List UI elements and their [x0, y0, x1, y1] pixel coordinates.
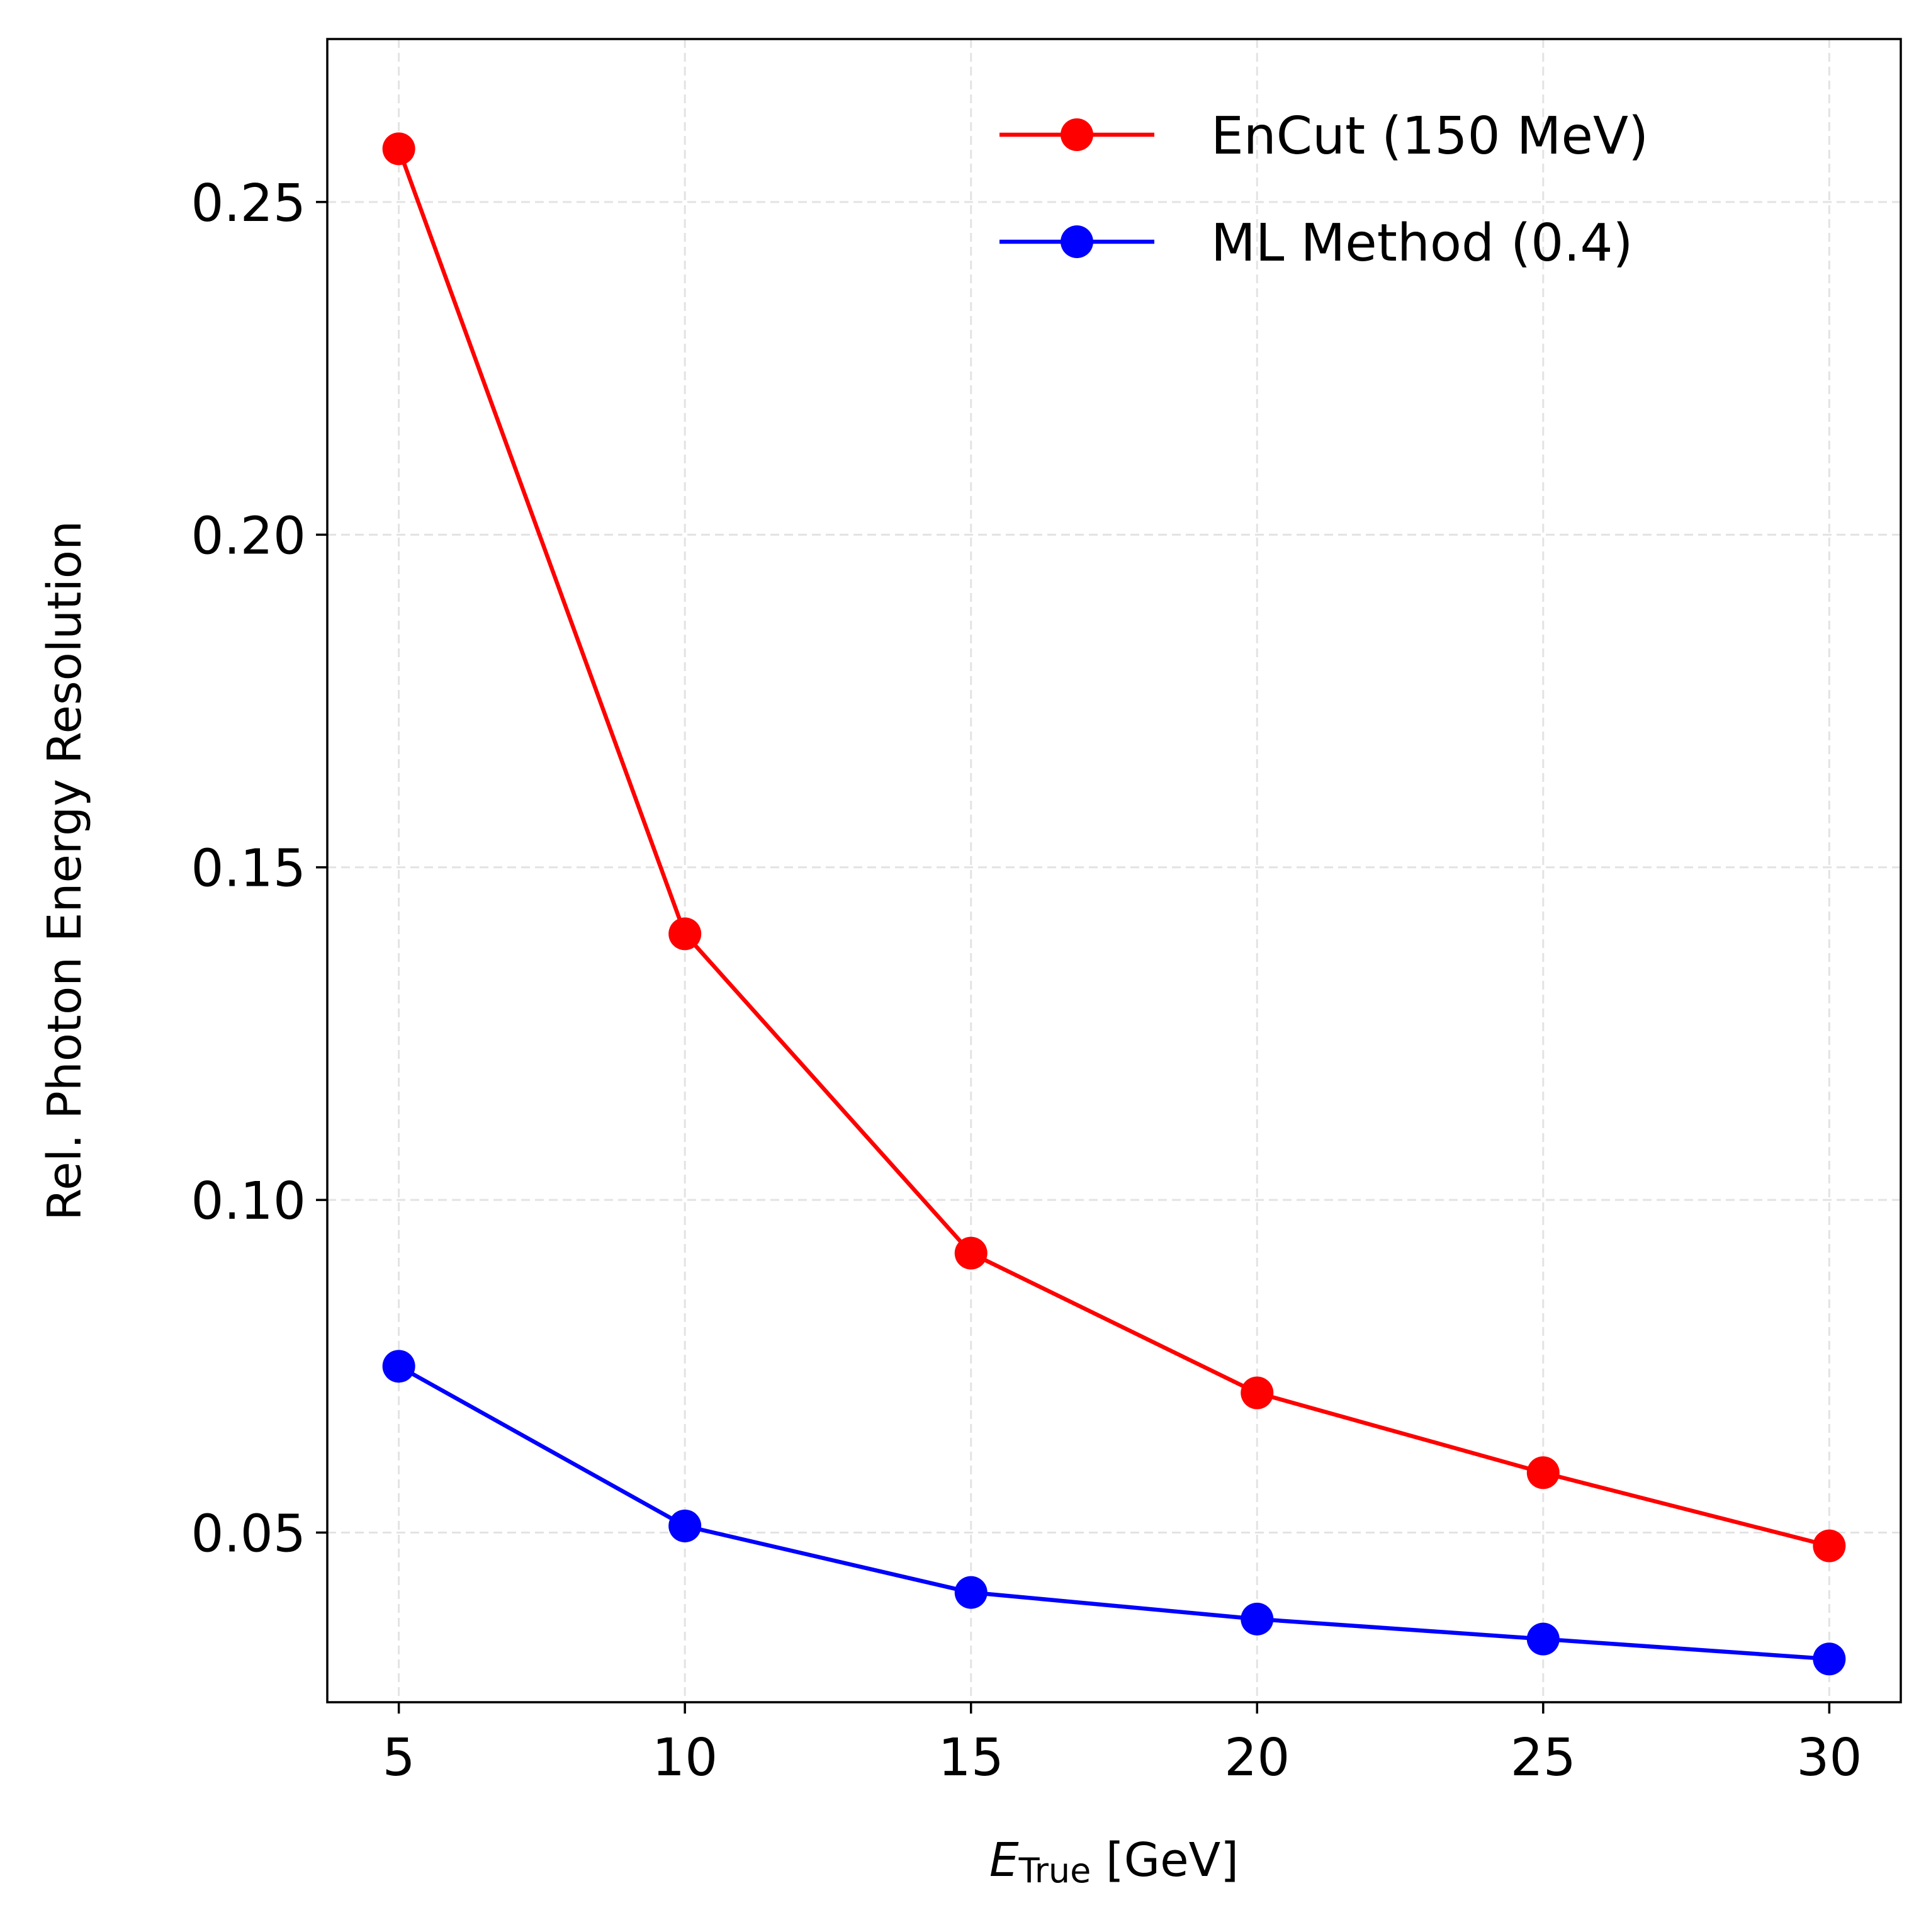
data-point-ml-method-0-4 [1241, 1602, 1274, 1635]
x-tick-label: 30 [1796, 1728, 1862, 1788]
series-line-encut-150-mev [397, 148, 1830, 1548]
x-tick-label: 10 [652, 1728, 718, 1788]
legend: EnCut (150 MeV) ML Method (0.4) [999, 106, 1648, 273]
legend-marker-encut-150-mev [1061, 118, 1093, 151]
x-tick-label: 20 [1224, 1728, 1290, 1788]
y-tick-label: 0.05 [191, 1505, 306, 1564]
data-point-ml-method-0-4 [668, 1509, 702, 1542]
series-line-ml-method-0-4 [398, 1364, 1830, 1661]
plot-frame [326, 38, 1902, 1703]
x-axis-label-subscript: True [1018, 1851, 1091, 1890]
y-tick-label: 0.10 [191, 1172, 306, 1231]
legend-label-encut-150-mev: EnCut (150 MeV) [1211, 106, 1648, 166]
y-tick-label: 0.25 [191, 174, 306, 234]
y-axis-label: Rel. Photon Energy Resolution [38, 521, 92, 1221]
data-point-encut-150-mev [382, 132, 415, 166]
series-encut-150-mev [382, 132, 1846, 1562]
x-axis-label-unit: [GeV] [1091, 1833, 1239, 1887]
legend-item-ml-method-0-4: ML Method (0.4) [999, 213, 1633, 273]
series-layer [382, 132, 1846, 1676]
x-axis-label: ETrue [GeV] [989, 1833, 1239, 1890]
data-point-encut-150-mev [668, 917, 702, 951]
data-point-ml-method-0-4 [954, 1576, 988, 1609]
y-tick-label: 0.20 [191, 506, 306, 566]
x-tick-label: 25 [1511, 1728, 1576, 1788]
legend-label-ml-method-0-4: ML Method (0.4) [1211, 213, 1633, 273]
series-ml-method-0-4 [382, 1350, 1846, 1676]
grid-layer [327, 39, 1901, 1702]
data-point-ml-method-0-4 [382, 1350, 415, 1383]
legend-marker-ml-method-0-4 [1061, 225, 1093, 258]
data-point-encut-150-mev [1526, 1456, 1560, 1489]
x-tick-label: 15 [938, 1728, 1004, 1788]
data-point-ml-method-0-4 [1813, 1642, 1846, 1676]
data-point-encut-150-mev [1813, 1529, 1846, 1562]
tick-layer: 5 10 15 20 25 30 0.05 0.10 0.15 0.20 0.25 [191, 174, 1862, 1788]
x-axis-label-main: E [989, 1833, 1019, 1887]
x-tick-label: 5 [383, 1728, 415, 1788]
data-point-encut-150-mev [1241, 1376, 1274, 1409]
y-tick-label: 0.15 [191, 839, 306, 899]
legend-item-encut-150-mev: EnCut (150 MeV) [999, 106, 1648, 166]
data-point-encut-150-mev [954, 1236, 988, 1270]
data-point-ml-method-0-4 [1526, 1622, 1560, 1656]
